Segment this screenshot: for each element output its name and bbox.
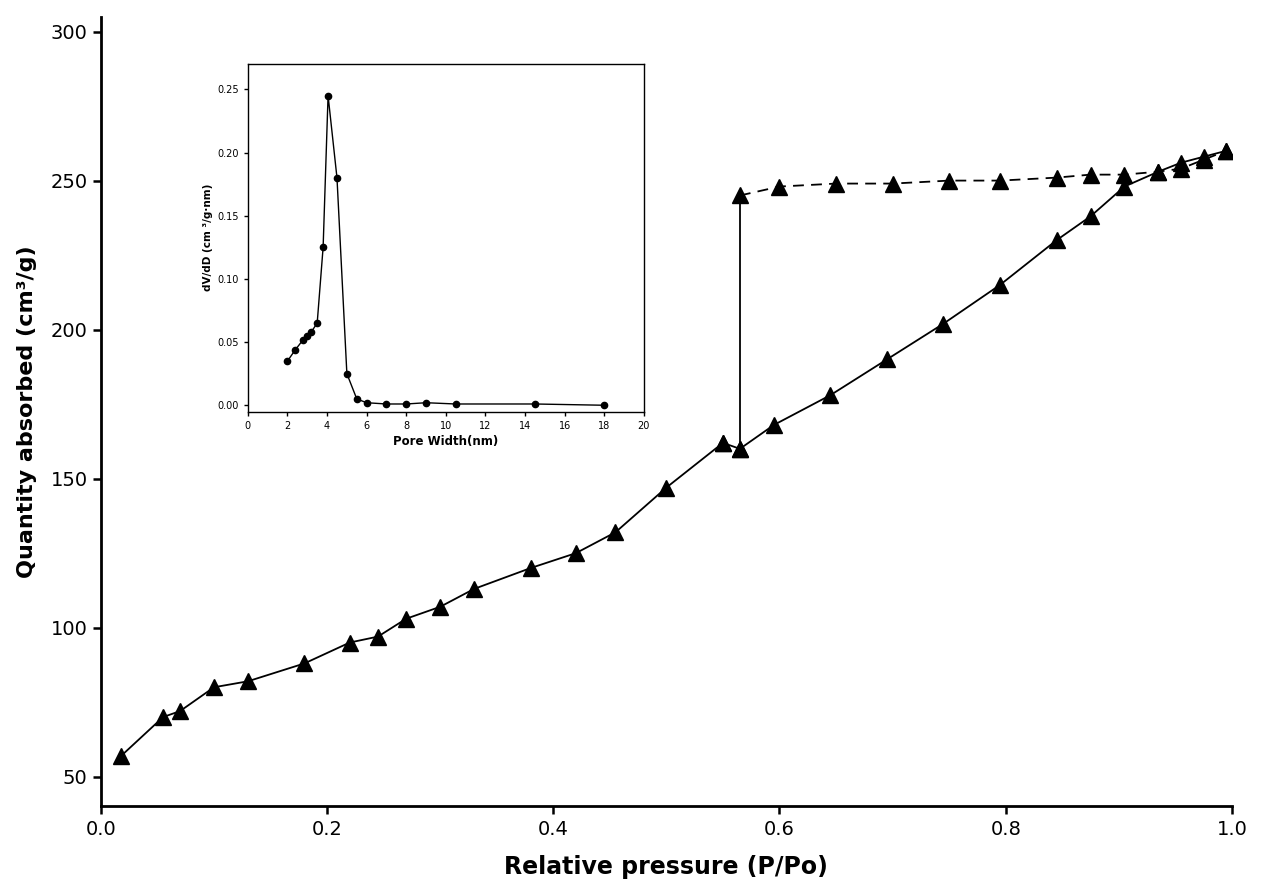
Y-axis label: Quantity absorbed (cm³/g): Quantity absorbed (cm³/g) [16, 246, 37, 578]
X-axis label: Relative pressure (P/Po): Relative pressure (P/Po) [504, 856, 828, 879]
